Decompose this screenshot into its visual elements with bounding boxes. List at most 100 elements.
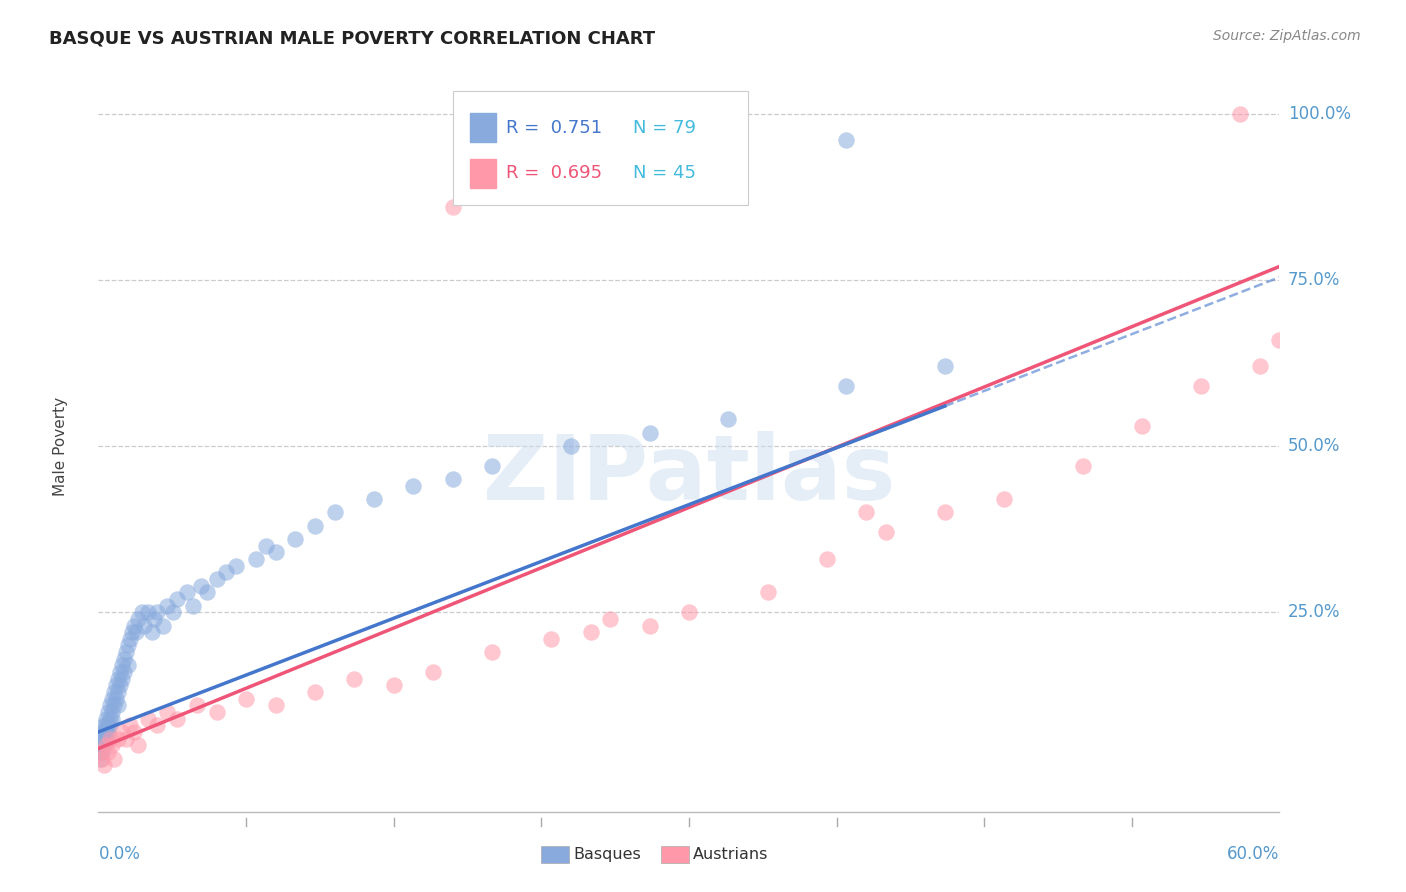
Point bbox=[97, 745, 120, 759]
Point bbox=[101, 705, 124, 719]
Point bbox=[93, 738, 115, 752]
Point bbox=[93, 725, 115, 739]
Point bbox=[112, 665, 135, 679]
Point bbox=[97, 718, 120, 732]
Point bbox=[1071, 458, 1094, 473]
Point bbox=[96, 725, 118, 739]
Text: 0.0%: 0.0% bbox=[98, 845, 141, 863]
Point bbox=[284, 532, 307, 546]
Point bbox=[107, 698, 129, 713]
Point bbox=[103, 698, 125, 713]
Point bbox=[103, 685, 125, 699]
Point bbox=[481, 458, 503, 473]
Point bbox=[835, 379, 858, 393]
Point bbox=[122, 618, 145, 632]
Point bbox=[142, 612, 165, 626]
Point bbox=[89, 745, 111, 759]
Point bbox=[117, 658, 139, 673]
Point bbox=[1189, 379, 1212, 393]
Point bbox=[96, 712, 118, 726]
Point bbox=[166, 712, 188, 726]
Point bbox=[934, 506, 956, 520]
Point bbox=[195, 585, 218, 599]
Point bbox=[91, 731, 114, 746]
Point bbox=[122, 725, 145, 739]
Point bbox=[93, 731, 115, 746]
Point bbox=[579, 625, 602, 640]
Point bbox=[98, 731, 121, 746]
Point bbox=[101, 712, 124, 726]
Point bbox=[91, 745, 114, 759]
Point bbox=[89, 731, 111, 746]
Point bbox=[103, 751, 125, 765]
Point bbox=[855, 506, 877, 520]
Point bbox=[121, 625, 143, 640]
Point bbox=[131, 605, 153, 619]
Point bbox=[111, 672, 134, 686]
Text: 60.0%: 60.0% bbox=[1227, 845, 1279, 863]
Point bbox=[97, 705, 120, 719]
Point bbox=[108, 665, 131, 679]
Text: Austrians: Austrians bbox=[693, 847, 769, 862]
Point bbox=[127, 738, 149, 752]
Point bbox=[422, 665, 444, 679]
Point bbox=[101, 738, 124, 752]
Point bbox=[205, 572, 228, 586]
Text: 100.0%: 100.0% bbox=[1288, 104, 1351, 122]
Point bbox=[254, 539, 277, 553]
Text: 50.0%: 50.0% bbox=[1288, 437, 1340, 455]
Point bbox=[304, 518, 326, 533]
Point bbox=[152, 618, 174, 632]
Point bbox=[264, 698, 287, 713]
Point bbox=[117, 639, 139, 653]
Point bbox=[402, 479, 425, 493]
Point bbox=[225, 558, 247, 573]
Text: Male Poverty: Male Poverty bbox=[53, 396, 67, 496]
Point bbox=[156, 599, 179, 613]
FancyBboxPatch shape bbox=[453, 91, 748, 204]
Point bbox=[97, 725, 120, 739]
Point bbox=[678, 605, 700, 619]
Point bbox=[215, 566, 238, 580]
Point bbox=[638, 425, 661, 440]
Point bbox=[125, 625, 148, 640]
Point bbox=[235, 691, 257, 706]
Point bbox=[132, 618, 155, 632]
Point bbox=[166, 591, 188, 606]
Point bbox=[111, 658, 134, 673]
Point bbox=[599, 612, 621, 626]
Point bbox=[91, 738, 114, 752]
Point bbox=[105, 678, 128, 692]
Point bbox=[127, 612, 149, 626]
Point bbox=[343, 672, 366, 686]
Point bbox=[323, 506, 346, 520]
Point bbox=[1268, 333, 1291, 347]
Point bbox=[190, 579, 212, 593]
Text: 25.0%: 25.0% bbox=[1288, 603, 1340, 621]
Point bbox=[98, 718, 121, 732]
Point bbox=[717, 412, 740, 426]
Point bbox=[264, 545, 287, 559]
FancyBboxPatch shape bbox=[471, 113, 496, 143]
Point bbox=[1249, 359, 1271, 374]
Point bbox=[91, 725, 114, 739]
Point bbox=[638, 618, 661, 632]
Point bbox=[481, 645, 503, 659]
Point bbox=[1130, 419, 1153, 434]
Point bbox=[98, 712, 121, 726]
Text: BASQUE VS AUSTRIAN MALE POVERTY CORRELATION CHART: BASQUE VS AUSTRIAN MALE POVERTY CORRELAT… bbox=[49, 29, 655, 47]
Point bbox=[93, 758, 115, 772]
Text: 75.0%: 75.0% bbox=[1288, 271, 1340, 289]
Point bbox=[98, 698, 121, 713]
Point bbox=[107, 685, 129, 699]
Point bbox=[96, 718, 118, 732]
Point bbox=[115, 731, 138, 746]
Point bbox=[363, 492, 385, 507]
Text: ZIPatlas: ZIPatlas bbox=[482, 431, 896, 519]
Point bbox=[540, 632, 562, 646]
Point bbox=[96, 731, 118, 746]
Point bbox=[107, 731, 129, 746]
Text: Basques: Basques bbox=[574, 847, 641, 862]
Point bbox=[835, 133, 858, 147]
Point bbox=[118, 718, 141, 732]
